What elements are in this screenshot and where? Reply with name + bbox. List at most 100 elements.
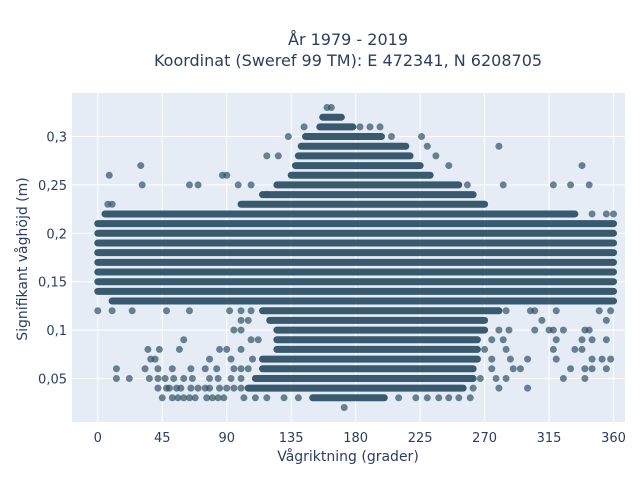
data-point (175, 345, 183, 353)
data-point (499, 336, 507, 344)
data-point (194, 384, 202, 392)
data-point (549, 326, 557, 334)
data-point (567, 181, 575, 189)
data-point (185, 307, 193, 315)
data-point (585, 181, 593, 189)
data-point (463, 181, 471, 189)
dense-point-band (94, 239, 618, 247)
dense-point-band (94, 220, 618, 228)
data-point (154, 374, 162, 382)
data-point (502, 345, 510, 353)
data-point (395, 394, 403, 402)
y-tick-label: 0,15 (38, 276, 67, 291)
data-point (598, 355, 606, 363)
data-point (588, 355, 596, 363)
data-point (488, 355, 496, 363)
dense-point-band (319, 113, 345, 121)
data-point (214, 374, 222, 382)
data-point (112, 374, 120, 382)
data-point (185, 394, 193, 402)
x-tick-label: 225 (408, 431, 433, 446)
data-point (432, 152, 440, 160)
data-point (237, 316, 245, 324)
data-point (495, 326, 503, 334)
data-point (237, 345, 245, 353)
data-point (578, 162, 586, 170)
dense-point-band (266, 316, 489, 324)
dense-point-band (291, 162, 424, 170)
data-point (602, 365, 610, 373)
data-point (602, 336, 610, 344)
data-point (180, 374, 188, 382)
data-point (524, 355, 532, 363)
dense-point-band (297, 142, 410, 150)
data-point (247, 336, 255, 344)
data-point (223, 171, 231, 179)
y-tick-label: 0,25 (38, 179, 67, 194)
data-point (206, 384, 214, 392)
dense-point-band (108, 297, 618, 305)
data-point (585, 326, 593, 334)
data-point (531, 326, 539, 334)
dense-point-band (259, 191, 477, 199)
y-tick-label: 0,1 (46, 324, 67, 339)
data-point (201, 365, 209, 373)
data-point (226, 307, 234, 315)
dense-point-band (273, 181, 463, 189)
data-point (327, 104, 335, 112)
data-point (340, 403, 348, 411)
data-point (163, 307, 171, 315)
data-point (602, 316, 610, 324)
data-point (588, 210, 596, 218)
dense-point-band (101, 210, 579, 218)
data-point (607, 307, 615, 315)
dense-point-band (273, 345, 481, 353)
dense-point-band (259, 307, 503, 315)
data-point (469, 384, 477, 392)
data-point (524, 384, 532, 392)
data-point (105, 171, 113, 179)
data-point (237, 374, 245, 382)
dense-point-band (273, 336, 481, 344)
data-point (581, 365, 589, 373)
data-point (170, 374, 178, 382)
y-tick-label: 0,3 (46, 131, 67, 146)
data-point (203, 394, 211, 402)
data-point (128, 307, 136, 315)
data-points (94, 104, 618, 411)
data-point (581, 374, 589, 382)
data-point (263, 394, 271, 402)
data-point (187, 384, 195, 392)
x-tick-label: 315 (537, 431, 562, 446)
dense-point-band (316, 123, 357, 131)
dense-point-band (273, 326, 489, 334)
data-point (141, 365, 149, 373)
data-point (240, 394, 248, 402)
x-tick-label: 0 (94, 431, 102, 446)
data-point (177, 384, 185, 392)
data-point (499, 181, 507, 189)
data-point (488, 336, 496, 344)
data-point (423, 394, 431, 402)
dense-point-band (287, 171, 434, 179)
data-point (165, 384, 173, 392)
data-point (227, 374, 235, 382)
data-point (237, 326, 245, 334)
data-point (588, 365, 596, 373)
data-point (509, 365, 517, 373)
data-point (94, 307, 102, 315)
data-point (214, 394, 222, 402)
dense-point-band (94, 287, 618, 295)
data-point (187, 365, 195, 373)
data-point (610, 210, 618, 218)
data-point (300, 123, 308, 131)
data-point (502, 374, 510, 382)
data-point (481, 345, 489, 353)
data-point (208, 394, 216, 402)
data-point (567, 365, 575, 373)
data-point (206, 355, 214, 363)
dense-point-band (302, 133, 385, 141)
data-point (249, 355, 257, 363)
data-point (476, 374, 484, 382)
data-point (168, 394, 176, 402)
